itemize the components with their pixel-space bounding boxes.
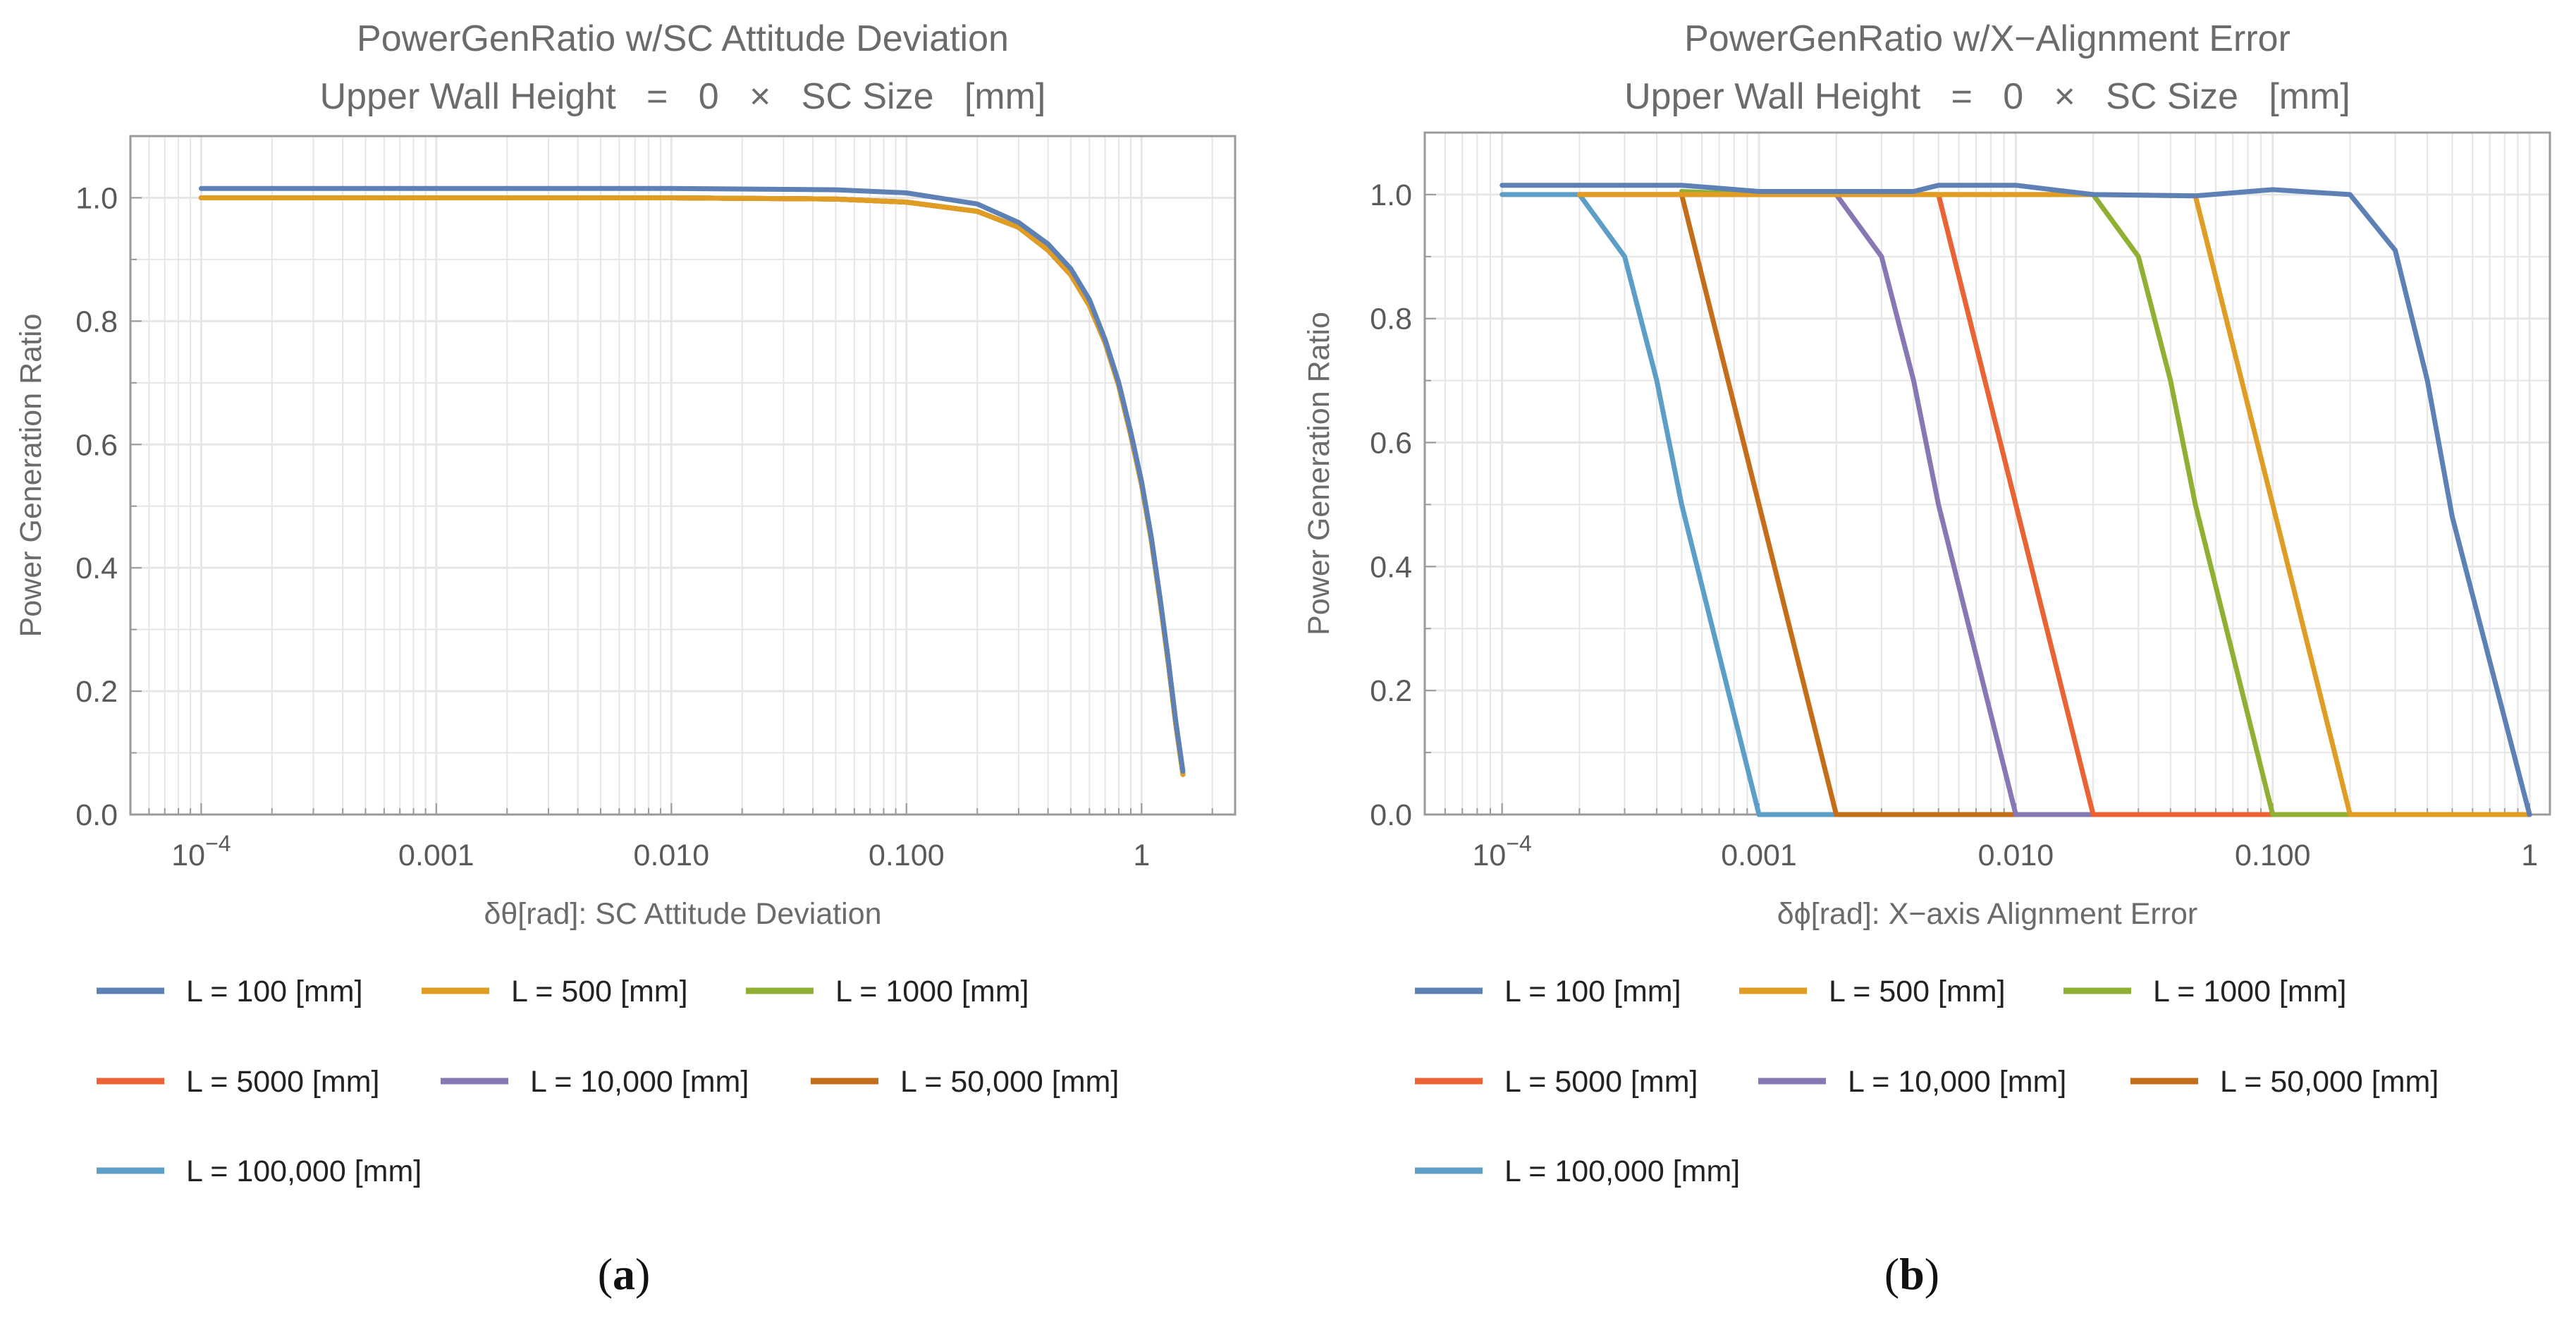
chart-b-subtitle: Upper Wall Height = 0 × SC Size [mm] [1624,76,2350,117]
legend-item: L = 5000 [mm] [1415,1065,1698,1099]
chart-a-legend: L = 100 [mm] L = 500 [mm] L = 1000 [mm] L =… [97,975,1119,1188]
chart-a-svg: PowerGenRatio w/SC Attitude Deviation Upp… [14,18,1237,1299]
legend-item: L = 100 [mm] [97,975,363,1008]
y-tick-label: 0.8 [1370,303,1412,336]
chart-a-frame [129,135,1237,816]
chart-b-series: L = 100,000 [mm]L = 50,000 [mm]L = 10,00… [1499,183,2532,817]
chart-b-svg: PowerGenRatio w/X−Alignment Error Upper W… [1302,18,2551,1299]
legend-item: L = 100,000 [mm] [97,1154,422,1188]
chart-b-title: PowerGenRatio w/X−Alignment Error [1684,18,2290,59]
y-tick-label: 0.2 [1370,674,1412,708]
legend-item: L = 50,000 [mm] [811,1065,1119,1099]
legend-item: L = 1000 [mm] [2063,975,2346,1008]
y-tick-label: 0.4 [75,551,118,585]
legend-item: L = 1000 [mm] [746,975,1029,1008]
x-tick-label: 1 [2521,839,2538,872]
series-line-1: L = 100 [mm] [198,185,1186,774]
legend-item: L = 10,000 [mm] [441,1065,749,1099]
y-tick-label: 0.0 [1370,798,1412,832]
chart-a-plot-area [130,136,1235,815]
y-tick-label: 0.6 [75,428,118,462]
legend-label: L = 100,000 [mm] [1504,1154,1740,1188]
legend-item: L = 500 [mm] [422,975,688,1008]
chart-a-subtitle: Upper Wall Height = 0 × SC Size [mm] [320,76,1046,117]
y-tick-label: 0.8 [75,305,118,339]
legend-item: L = 100,000 [mm] [1415,1154,1740,1188]
x-tick-label: 0.001 [398,839,474,872]
y-tick-label: 1.0 [1370,178,1412,212]
panel-a: PowerGenRatio w/SC Attitude Deviation Upp… [0,0,1288,1319]
series-line-1: L = 100 [mm] [1499,183,2532,817]
legend-label: L = 10,000 [mm] [530,1065,749,1099]
legend-label: L = 1000 [mm] [2153,975,2346,1008]
legend-label: L = 1000 [mm] [835,975,1029,1008]
legend-item: L = 500 [mm] [1739,975,2006,1008]
x-tick-label: 0.001 [1721,839,1797,872]
legend-label: L = 100 [mm] [186,975,363,1008]
chart-a-grid [130,135,1235,816]
legend-item: L = 10,000 [mm] [1758,1065,2066,1099]
legend-label: L = 5000 [mm] [186,1065,379,1099]
chart-a-x-axis-label: δθ[rad]: SC Attitude Deviation [484,897,881,931]
x-tick-label: 0.010 [634,839,710,872]
legend-label: L = 500 [mm] [511,975,688,1008]
y-tick-label: 1.0 [75,181,118,215]
chart-b-y-axis-label: Power Generation Ratio [1302,312,1336,635]
y-tick-label: 0.2 [75,675,118,709]
legend-label: L = 100 [mm] [1504,975,1681,1008]
x-tick-label: 0.100 [869,839,945,872]
chart-b-legend: L = 100 [mm] L = 500 [mm] L = 1000 [mm] L =… [1415,975,2439,1188]
legend-item: L = 50,000 [mm] [2130,1065,2439,1099]
chart-a-y-axis-label: Power Generation Ratio [14,314,48,638]
x-tick-label: 0.100 [2235,839,2311,872]
legend-label: L = 100,000 [mm] [186,1154,422,1188]
chart-a-series: L = 100,000 [mm]L = 50,000 [mm]L = 10,00… [198,185,1186,777]
legend-label: L = 500 [mm] [1829,975,2006,1008]
legend-item: L = 100 [mm] [1415,975,1681,1008]
x-tick-label: 1 [1133,839,1150,872]
chart-a-title: PowerGenRatio w/SC Attitude Deviation [357,18,1009,59]
legend-label: L = 5000 [mm] [1504,1065,1698,1099]
legend-item: L = 5000 [mm] [97,1065,379,1099]
y-tick-label: 0.4 [1370,550,1412,584]
chart-b-x-axis-label: δϕ[rad]: X−axis Alignment Error [1777,897,2198,931]
caption-b: (b) [1884,1249,1939,1299]
legend-label: L = 50,000 [mm] [2220,1065,2439,1099]
x-tick-label: 10−4 [1473,831,1532,872]
x-tick-label: 0.010 [1978,839,2054,872]
caption-a: (a) [598,1249,651,1299]
y-tick-label: 0.6 [1370,427,1412,461]
legend-label: L = 10,000 [mm] [1848,1065,2066,1099]
x-tick-label: 10−4 [171,831,231,872]
y-tick-label: 0.0 [75,798,118,832]
panel-b: PowerGenRatio w/X−Alignment Error Upper W… [1288,0,2576,1319]
legend-label: L = 50,000 [mm] [900,1065,1119,1099]
